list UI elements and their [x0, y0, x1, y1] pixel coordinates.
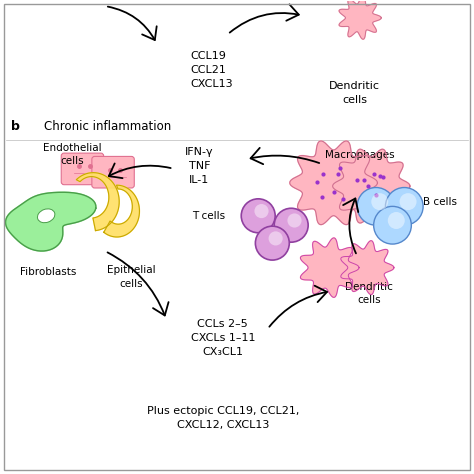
- Polygon shape: [76, 173, 119, 230]
- Circle shape: [374, 206, 411, 244]
- Circle shape: [269, 231, 283, 246]
- Text: Dendritic
cells: Dendritic cells: [345, 282, 393, 305]
- Polygon shape: [104, 185, 139, 237]
- Text: B cells: B cells: [423, 197, 457, 207]
- Text: Dendritic
cells: Dendritic cells: [329, 82, 380, 105]
- Circle shape: [357, 188, 395, 225]
- Text: Fibroblasts: Fibroblasts: [20, 267, 77, 277]
- Circle shape: [255, 226, 289, 260]
- Text: b: b: [11, 120, 20, 133]
- Text: CCL19
CCL21
CXCL13: CCL19 CCL21 CXCL13: [190, 51, 233, 89]
- Polygon shape: [301, 238, 359, 297]
- Circle shape: [255, 204, 269, 218]
- Text: Chronic inflammation: Chronic inflammation: [44, 120, 171, 133]
- Text: T cells: T cells: [192, 211, 225, 221]
- Polygon shape: [6, 192, 96, 251]
- Circle shape: [241, 199, 275, 233]
- Circle shape: [388, 212, 405, 229]
- Circle shape: [385, 188, 423, 225]
- FancyBboxPatch shape: [61, 153, 104, 185]
- FancyBboxPatch shape: [92, 156, 134, 188]
- Text: IFN-γ
TNF
IL-1: IFN-γ TNF IL-1: [185, 147, 214, 185]
- Text: Plus ectopic CCL19, CCL21,
CXCL12, CXCL13: Plus ectopic CCL19, CCL21, CXCL12, CXCL1…: [146, 406, 299, 430]
- Polygon shape: [333, 149, 410, 223]
- Circle shape: [274, 208, 308, 242]
- Ellipse shape: [37, 209, 55, 223]
- Text: CCLs 2–5
CXCLs 1–11
CX₃CL1: CCLs 2–5 CXCLs 1–11 CX₃CL1: [191, 319, 255, 357]
- Polygon shape: [290, 141, 377, 225]
- Circle shape: [287, 213, 301, 228]
- Polygon shape: [339, 0, 381, 39]
- Text: Macrophages: Macrophages: [325, 149, 394, 160]
- Text: Epithelial
cells: Epithelial cells: [107, 265, 155, 289]
- Text: Endothelial
cells: Endothelial cells: [43, 143, 101, 166]
- Circle shape: [400, 193, 417, 210]
- Circle shape: [371, 193, 388, 210]
- Polygon shape: [341, 241, 394, 294]
